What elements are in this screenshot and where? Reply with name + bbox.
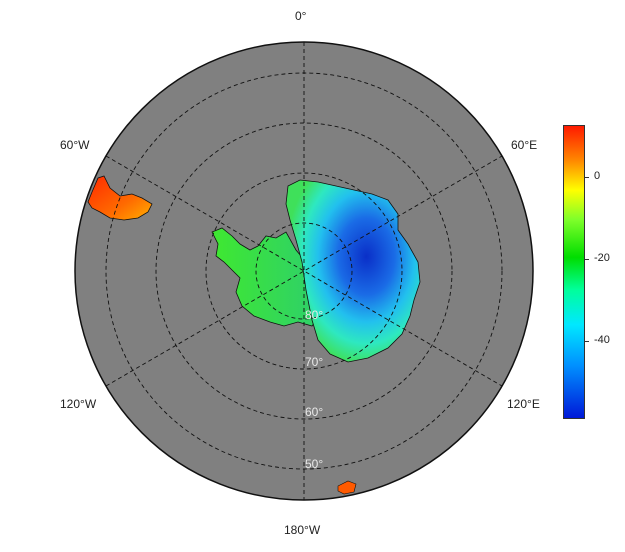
- lon-label-bottom: 180°W: [284, 523, 321, 537]
- lon-label-upper-right: 60°E: [511, 138, 538, 152]
- colorbar-tick-neg20: -20: [594, 252, 610, 264]
- colorbar-mark-neg40: [585, 341, 589, 342]
- colorbar-tick-neg40: -40: [594, 334, 610, 346]
- lon-label-upper-left: 60°W: [60, 138, 90, 152]
- colorbar-tick-0: 0: [594, 170, 601, 182]
- lat-label-70: 70°: [305, 355, 324, 369]
- colorbar: [563, 125, 585, 419]
- globe-border: [74, 41, 534, 501]
- colorbar-mark-neg20: [585, 259, 589, 260]
- colorbar-mark-0: [585, 177, 589, 178]
- subantarctic-island: [337, 480, 357, 495]
- lat-label-80: 80°: [305, 308, 324, 322]
- lon-label-lower-left: 120°W: [60, 397, 97, 411]
- meridian-lines: [105, 42, 503, 500]
- lon-label-top: 0°: [295, 9, 307, 23]
- lon-label-lower-right: 120°E: [507, 397, 540, 411]
- lat-label-60: 60°: [305, 405, 324, 419]
- lat-label-50: 50°: [305, 457, 324, 471]
